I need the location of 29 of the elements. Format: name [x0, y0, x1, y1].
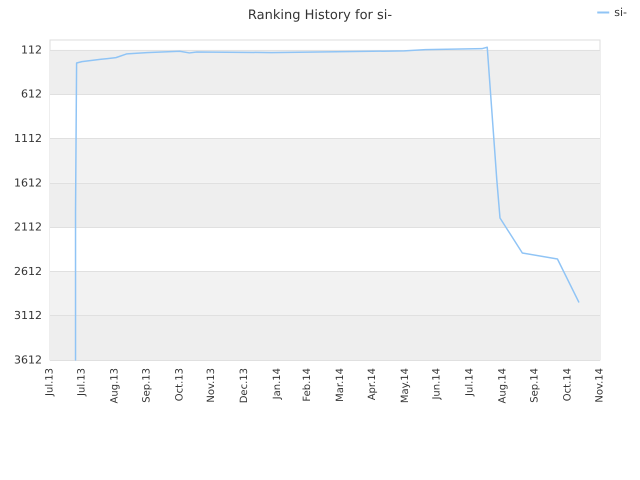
x-tick-label: Oct.13 — [174, 368, 186, 402]
legend-label: si- — [614, 6, 628, 19]
y-tick-label: 612 — [21, 88, 42, 101]
y-tick-label: 3112 — [14, 309, 42, 322]
x-tick-label: Nov.14 — [594, 368, 606, 403]
x-tick-label: Mar.14 — [334, 368, 346, 402]
x-tick-label: Dec.13 — [239, 368, 250, 404]
y-tick-label: 3612 — [14, 354, 42, 366]
x-tick-label: Aug.13 — [109, 368, 120, 404]
x-tick-label: Jul.13 — [44, 368, 56, 397]
x-tick-label: Sep.13 — [141, 368, 152, 403]
y-tick-label: 2612 — [14, 264, 42, 278]
x-tick-label: Jul.14 — [464, 368, 476, 397]
x-tick-label: Aug.14 — [498, 368, 509, 404]
y-tick-label: 1612 — [14, 176, 42, 190]
x-tick-label: Nov.13 — [206, 368, 218, 403]
x-tick-label: Sep.14 — [530, 368, 541, 403]
x-tick-label: Jan.14 — [272, 368, 284, 400]
y-tick-label: 2112 — [14, 220, 42, 234]
y-tick-label: 1112 — [14, 132, 42, 146]
x-tick-label: Apr.14 — [366, 368, 378, 400]
x-tick-label: Jun.14 — [432, 368, 443, 401]
chart-title: Ranking History for si- — [248, 8, 392, 23]
y-tick-label: 112 — [21, 43, 42, 56]
line-series — [74, 46, 580, 361]
x-tick-label: Oct.14 — [562, 368, 574, 402]
x-tick-label: May.14 — [400, 368, 411, 404]
x-tick-label: Feb.14 — [302, 368, 313, 402]
x-tick-label: Jul.13 — [76, 368, 88, 397]
